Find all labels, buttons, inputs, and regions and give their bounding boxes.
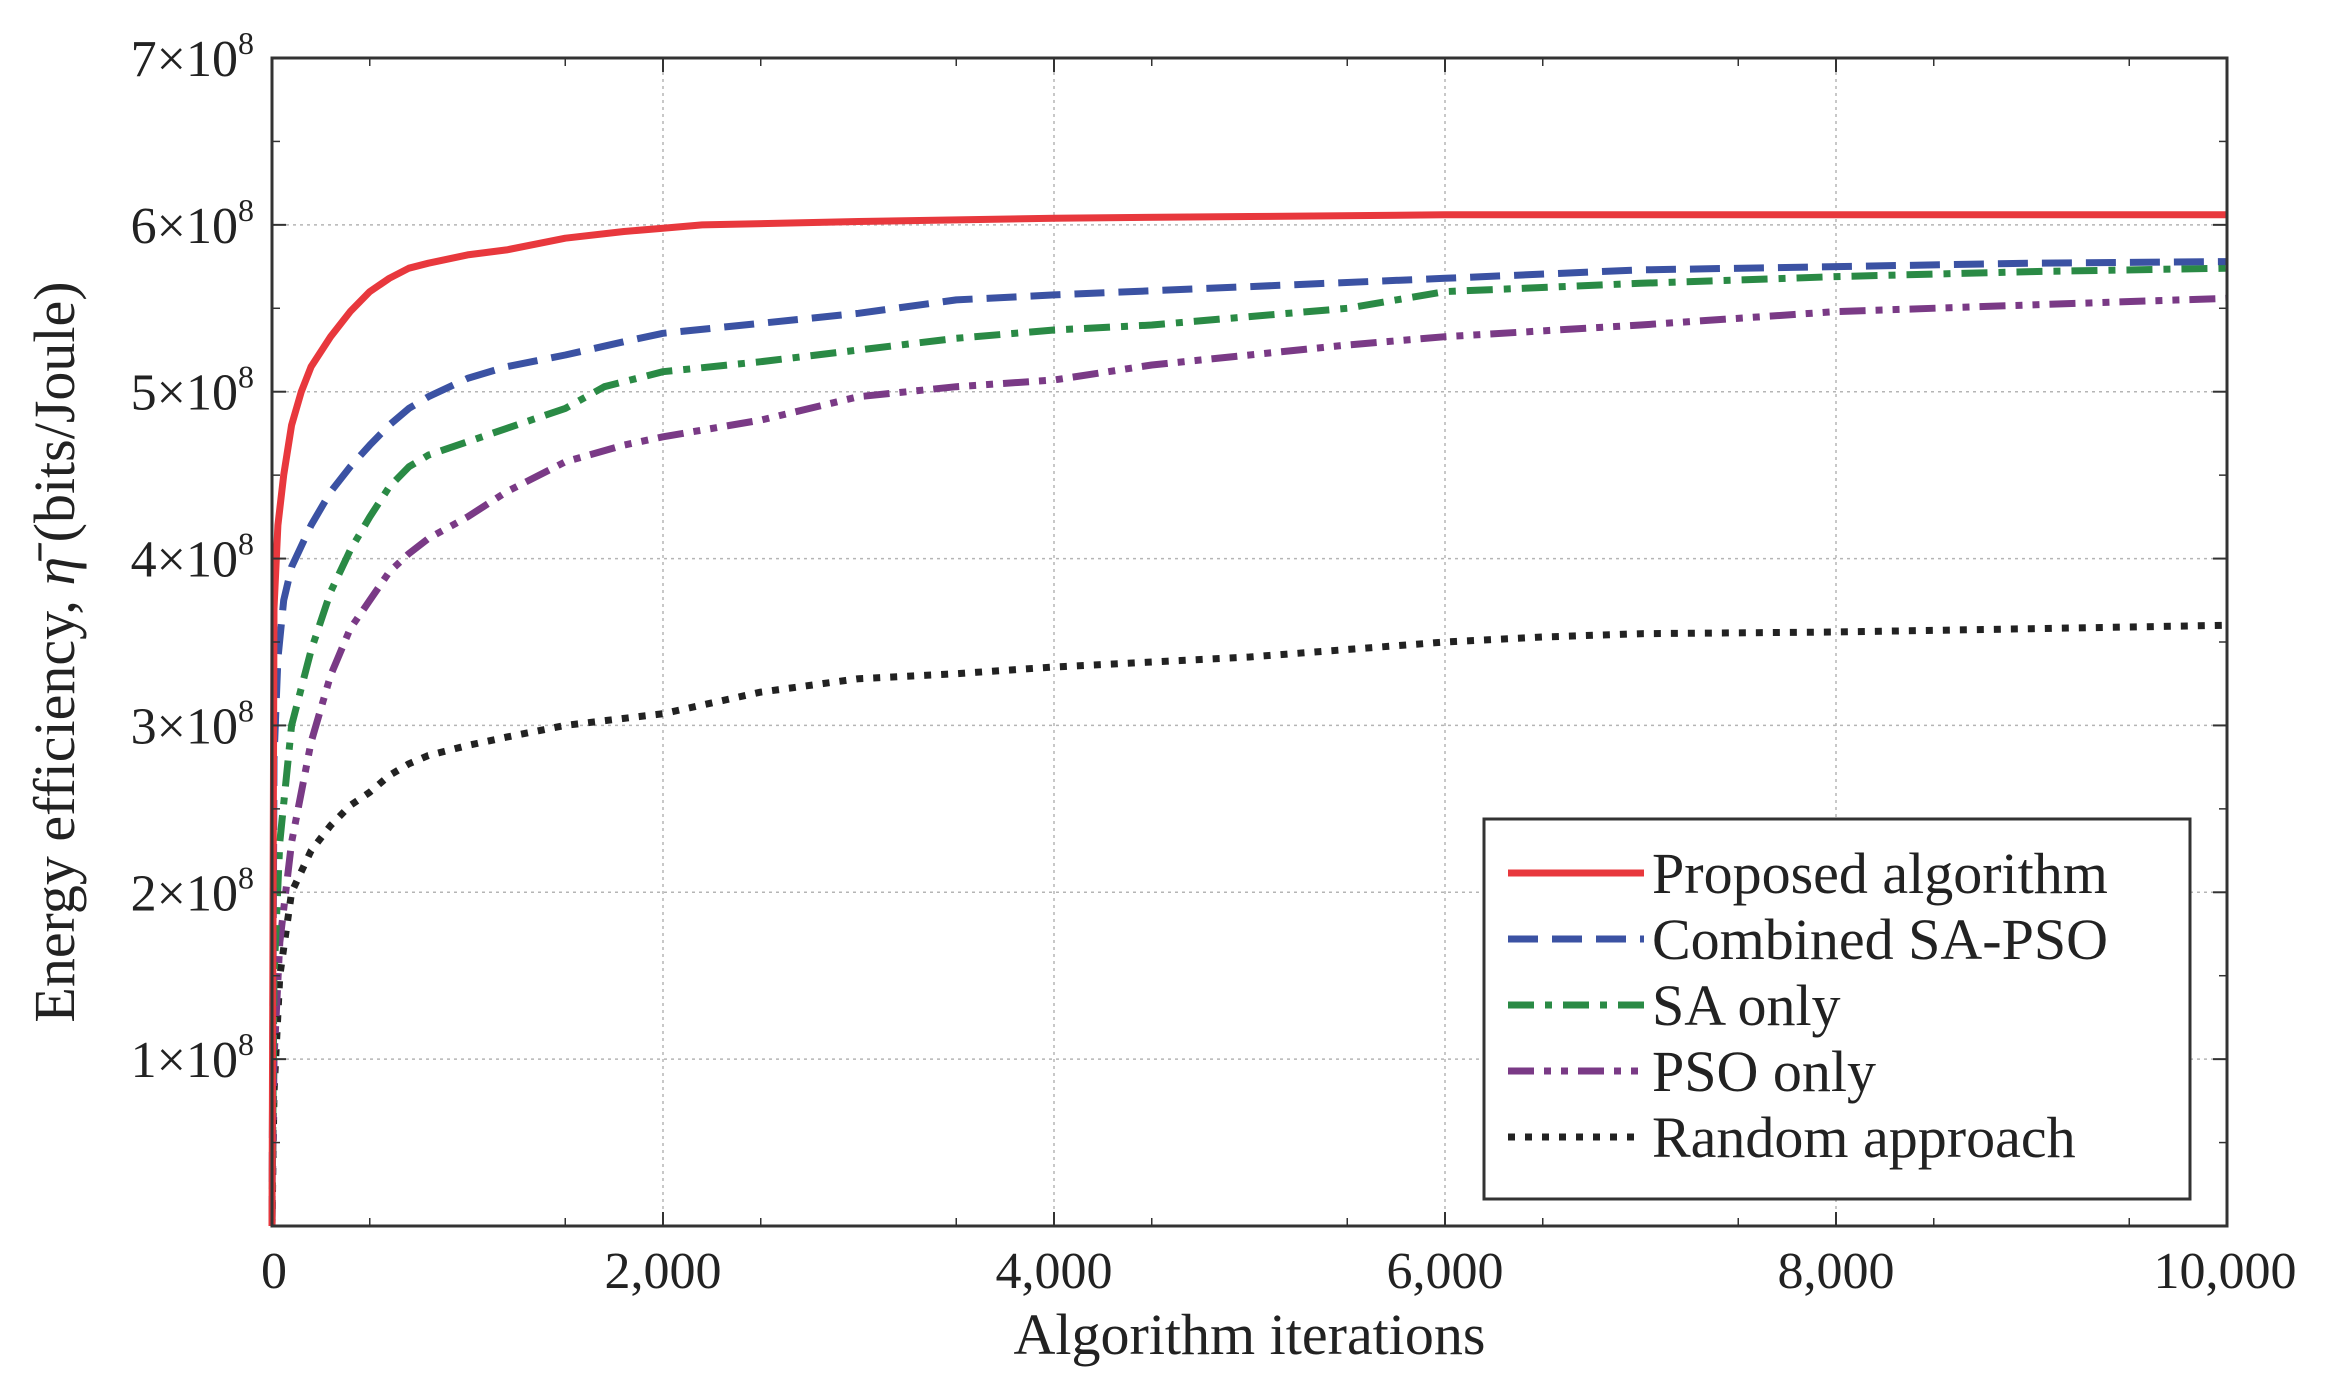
y-tick-exponent: 8 [238,192,254,228]
x-tick-label: 6,000 [1387,1243,1504,1300]
axis-ticks [271,57,2228,1226]
y-tick-label: 3×108 [131,692,254,755]
x-axis-label: Algorithm iterations [1014,1302,1486,1367]
x-tick-label: 10,000 [2154,1243,2297,1300]
tick-labels: 0 2,000 4,000 6,000 8,000 10,0001×1082×1083×1… [131,25,2297,1300]
x-tick-label: 4,000 [996,1243,1113,1300]
legend-box [1482,817,2192,1201]
series-line-proposed-algorithm [268,211,2227,1227]
legend-label-combined-sa-pso: Combined SA-PSO [1652,907,2108,972]
series-line-combined-sa-pso [268,258,2228,1227]
legend-label-random-approach: Random approach [1652,1105,2076,1170]
legend-label-sa-only: SA only [1652,973,1841,1038]
y-tick-mantissa: 3×10 [131,698,238,755]
y-axis-label-prefix: Energy efficiency, [22,586,87,1023]
series-line-pso-only [268,294,2228,1227]
y-tick-exponent: 8 [238,25,254,61]
y-tick-label: 1×108 [131,1026,254,1089]
y-tick-label: 7×108 [131,25,254,88]
y-tick-exponent: 8 [238,859,254,895]
y-tick-mantissa: 7×10 [131,31,238,88]
y-tick-label: 2×108 [131,859,254,922]
y-tick-label: 4×108 [131,526,254,589]
legend-label-pso-only: PSO only [1652,1039,1876,1104]
series-group [268,211,2228,1227]
y-tick-exponent: 8 [238,1026,254,1062]
y-axis-label-suffix: (bits/Joule) [22,281,87,556]
x-tick-label: 8,000 [1778,1243,1895,1300]
y-axis-label: Energy efficiency, η̄ (bits/Joule) [22,281,87,1022]
y-tick-mantissa: 5×10 [131,365,238,422]
y-tick-mantissa: 2×10 [131,865,238,922]
y-tick-exponent: 8 [238,359,254,395]
y-tick-label: 6×108 [131,192,254,255]
y-tick-mantissa: 1×10 [131,1032,238,1089]
legend-label-proposed-algorithm: Proposed algorithm [1652,841,2108,906]
y-tick-mantissa: 4×10 [131,532,238,589]
x-tick-label: 0 [261,1243,287,1300]
y-tick-exponent: 8 [238,692,254,728]
y-tick-label: 5×108 [131,359,254,422]
y-tick-exponent: 8 [238,526,254,562]
x-tick-label: 2,000 [605,1243,722,1300]
series-line-sa-only [268,264,2228,1227]
y-tick-mantissa: 6×10 [131,198,238,255]
